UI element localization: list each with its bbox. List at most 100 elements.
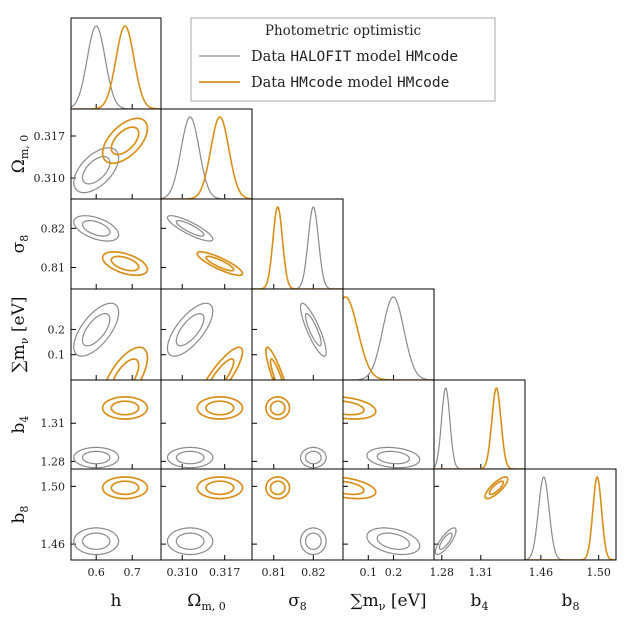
x-tick-label-om: 0.317 xyxy=(209,566,241,579)
panel-ticks-3-3 xyxy=(367,375,395,380)
panel-ticks-1-1 xyxy=(181,194,226,199)
contour-95% xyxy=(166,527,214,556)
x-tick-label-b4: 1.28 xyxy=(430,566,455,579)
contour-68% xyxy=(438,532,453,550)
marginal-gray-s8 xyxy=(252,206,343,289)
panel-ticks-4-0 xyxy=(71,422,133,469)
x-tick-label-h: 0.7 xyxy=(123,566,141,579)
x-tick-label-b8: 1.50 xyxy=(586,566,611,579)
x-axis-label-om: Ωm, 0 xyxy=(187,591,226,613)
contours-gray-mnu-vs-om xyxy=(166,302,214,357)
marginal-curve xyxy=(252,206,343,289)
contour-68% xyxy=(175,532,205,550)
panel-ticks-3-0 xyxy=(71,328,133,380)
contours-gray-s8-vs-h xyxy=(73,215,120,242)
contours-gray-b4-vs-om xyxy=(166,446,214,469)
y-tick-label-b4: 1.28 xyxy=(41,455,66,468)
x-tick-label-mnu: 0.2 xyxy=(385,566,403,579)
contour-95% xyxy=(343,396,377,420)
contour-95% xyxy=(73,147,120,194)
contours-orange-b8-vs-om xyxy=(196,476,244,500)
marginal-curve xyxy=(343,296,434,380)
contours-gray-b8-vs-mnu xyxy=(366,527,421,556)
marginal-curve xyxy=(525,476,616,560)
y-tick-label-om: 0.310 xyxy=(34,172,66,185)
x-tick-label-mnu: 0.1 xyxy=(360,566,378,579)
marginal-curve xyxy=(525,475,616,560)
y-tick-label-b8: 1.46 xyxy=(41,538,66,551)
panel-h-h xyxy=(70,17,162,110)
contours-gray-mnu-vs-s8 xyxy=(299,302,327,357)
contour-95% xyxy=(73,302,120,357)
panel-ticks-5-1 xyxy=(161,485,226,560)
contours-orange-b8-vs-s8 xyxy=(265,476,291,500)
contour-95% xyxy=(166,446,214,469)
contour-95% xyxy=(434,527,457,556)
panel-ticks-5-3 xyxy=(343,485,395,560)
contour-68% xyxy=(110,480,140,496)
marginal-orange-s8 xyxy=(252,206,343,289)
contours-gray-b8-vs-s8 xyxy=(299,527,327,556)
contour-95% xyxy=(366,527,421,556)
y-tick-label-om: 0.317 xyxy=(34,130,66,143)
contour-95% xyxy=(73,215,120,242)
contour-68% xyxy=(304,532,322,550)
contour-68% xyxy=(269,358,283,380)
marginal-curve xyxy=(161,116,252,199)
contours-gray-b4-vs-s8 xyxy=(299,446,327,469)
contours-orange-b8-vs-mnu xyxy=(343,476,377,500)
contour-95% xyxy=(196,251,244,277)
contour-95% xyxy=(196,396,244,420)
marginal-gray-mnu xyxy=(343,296,434,380)
contour-95% xyxy=(166,302,214,357)
contour-95% xyxy=(73,527,120,556)
contours-orange-b4-vs-om xyxy=(196,396,244,420)
contour-95% xyxy=(101,396,149,420)
contours-gray-mnu-vs-h xyxy=(73,302,120,357)
y-axis-label-s8: σ8 xyxy=(9,235,31,254)
contour-68% xyxy=(343,480,365,496)
contours-orange-s8-vs-h xyxy=(101,251,149,277)
y-tick-label-s8: 0.82 xyxy=(41,222,66,235)
contours-orange-mnu-vs-h xyxy=(105,346,149,380)
marginal-gray-b4 xyxy=(434,387,525,469)
contours-gray-b4-vs-h xyxy=(73,446,120,469)
panel-ticks-4-3 xyxy=(343,422,395,469)
contour-68% xyxy=(488,480,505,496)
contours-orange-b4-vs-h xyxy=(101,396,149,420)
contour-95% xyxy=(105,346,149,380)
y-axis-label-mnu: ∑mν [eV] xyxy=(9,297,31,373)
x-axis-label-b8: b8 xyxy=(562,591,580,613)
contours-orange-s8-vs-om xyxy=(196,251,244,277)
contours-orange-b8-vs-b4 xyxy=(484,476,509,500)
marginal-curve xyxy=(343,296,434,380)
legend-box xyxy=(190,17,496,102)
contours-gray-b8-vs-om xyxy=(166,527,214,556)
marginal-curve xyxy=(71,25,161,109)
contour-68% xyxy=(81,313,111,347)
contour-68% xyxy=(376,450,410,465)
axis-labels: 0.6 0.7 0.310 0.317 0.81 0.82 0.1 0.2 1.28 1.31 1.… xyxy=(9,130,611,613)
contours-gray-s8-vs-om xyxy=(166,215,214,242)
contour-95% xyxy=(73,446,120,469)
panel-ticks-3-2 xyxy=(252,328,314,380)
contours-gray-b8-vs-h xyxy=(73,527,120,556)
marginal-orange-mnu xyxy=(343,296,434,380)
contour-68% xyxy=(81,220,111,237)
panel-ticks-1-0 xyxy=(71,135,133,199)
x-tick-label-s8: 0.81 xyxy=(262,566,287,579)
panel-b4-s8 xyxy=(251,379,344,470)
marginal-gray-h xyxy=(71,25,161,109)
contour-95% xyxy=(265,396,291,420)
contour-95% xyxy=(265,476,291,500)
contour-95% xyxy=(343,476,377,500)
contour-68% xyxy=(269,400,286,416)
contour-68% xyxy=(175,450,205,465)
contours-gray-b4-vs-mnu xyxy=(366,446,421,469)
x-tick-label-s8: 0.82 xyxy=(301,566,326,579)
marginal-gray-om xyxy=(161,116,252,199)
x-axis-label-b4: b4 xyxy=(471,591,489,613)
panel-b8-mnu xyxy=(342,468,435,561)
x-tick-label-b4: 1.31 xyxy=(469,566,494,579)
y-tick-label-b4: 1.31 xyxy=(41,417,66,430)
